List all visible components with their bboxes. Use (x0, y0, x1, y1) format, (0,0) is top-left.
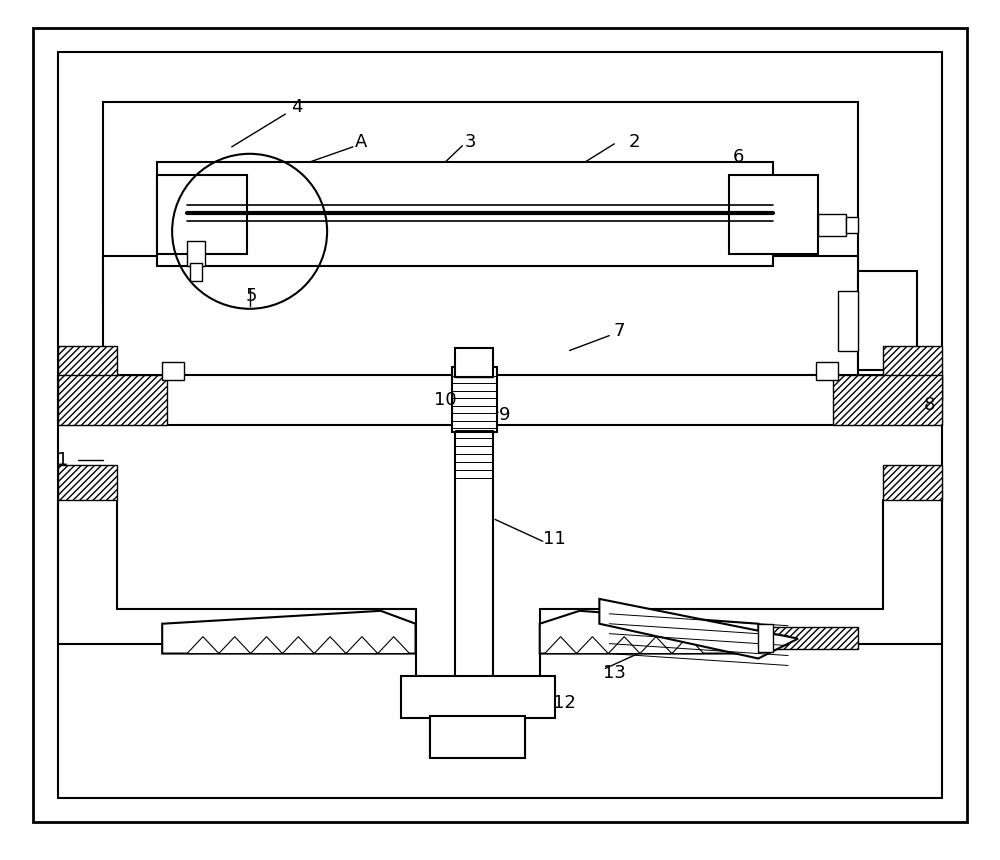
Polygon shape (162, 611, 416, 654)
Polygon shape (672, 636, 704, 654)
Bar (58, 346, 117, 400)
Bar (846, 218, 858, 233)
Text: 2: 2 (628, 133, 640, 150)
Polygon shape (378, 636, 410, 654)
Text: 9: 9 (499, 406, 511, 424)
Text: 8: 8 (924, 396, 935, 415)
Bar (58, 52, 942, 797)
Bar (816, 362, 838, 380)
Polygon shape (577, 636, 608, 654)
Bar (768, 627, 858, 648)
Polygon shape (540, 611, 758, 654)
Text: 5: 5 (246, 287, 257, 305)
Text: 11: 11 (543, 531, 566, 549)
Bar (103, 256, 858, 385)
Polygon shape (314, 636, 346, 654)
Bar (452, 367, 497, 432)
Polygon shape (346, 636, 378, 654)
Bar (190, 263, 202, 281)
Bar (58, 375, 942, 425)
Polygon shape (282, 636, 314, 654)
Bar (187, 241, 205, 266)
Polygon shape (545, 636, 577, 654)
Bar (858, 271, 917, 371)
Text: 10: 10 (434, 391, 457, 409)
Bar (758, 624, 773, 652)
Text: 3: 3 (464, 133, 476, 150)
Bar (833, 375, 942, 425)
Polygon shape (599, 599, 798, 659)
Bar (838, 291, 858, 351)
Bar (818, 214, 846, 236)
Polygon shape (608, 636, 640, 654)
Polygon shape (640, 636, 672, 654)
Polygon shape (251, 636, 282, 654)
Bar (883, 464, 942, 500)
Bar (430, 716, 525, 758)
Text: 6: 6 (733, 148, 744, 166)
Text: 7: 7 (613, 322, 625, 340)
Bar (729, 175, 818, 255)
Bar (177, 192, 217, 241)
Text: A: A (355, 133, 367, 150)
Text: 4: 4 (291, 98, 302, 116)
Bar (883, 346, 942, 400)
Bar (157, 162, 773, 266)
Bar (455, 347, 493, 378)
Bar (157, 175, 247, 255)
Bar (58, 464, 117, 500)
Polygon shape (219, 636, 251, 654)
Bar (746, 192, 786, 241)
Polygon shape (187, 636, 219, 654)
Text: 13: 13 (603, 665, 626, 683)
Bar (103, 102, 858, 301)
Bar (162, 362, 184, 380)
Bar (455, 420, 493, 684)
Text: 12: 12 (553, 694, 576, 712)
Text: 1: 1 (57, 451, 69, 469)
Bar (401, 677, 555, 718)
Bar (58, 375, 167, 425)
